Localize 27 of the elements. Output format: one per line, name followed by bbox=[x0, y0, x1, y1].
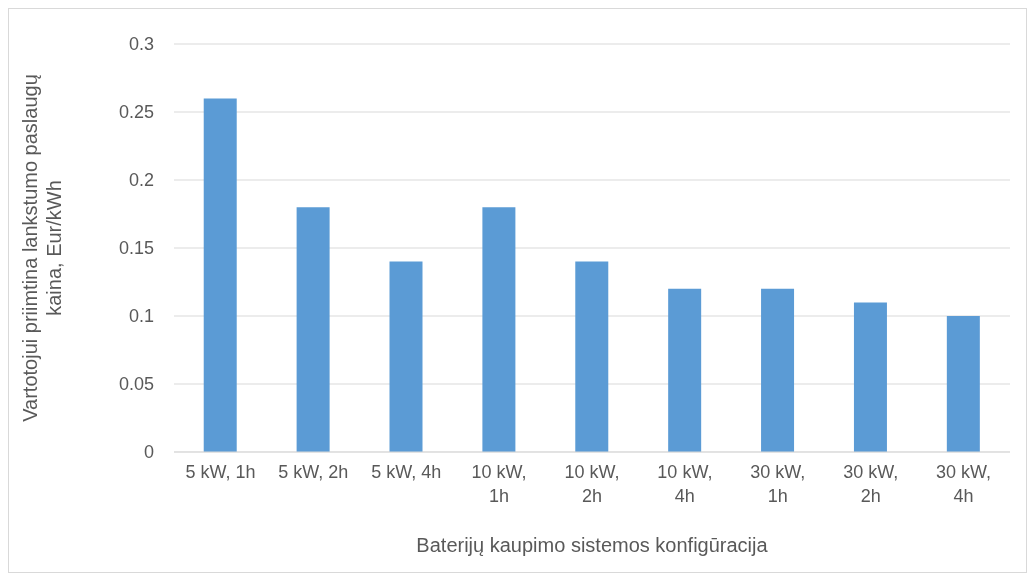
x-tick-label: 10 kW, 4h bbox=[657, 462, 713, 506]
bar bbox=[761, 288, 795, 452]
bar bbox=[668, 288, 702, 452]
x-tick-label: 10 kW, 2h bbox=[564, 462, 620, 506]
x-axis-title: Baterijų kaupimo sistemos konfigūracija bbox=[416, 534, 769, 556]
y-axis-title: Vartotojui priimtina lankstumo paslaugų kaina, Eur/kWh bbox=[19, 74, 65, 422]
y-tick-label: 0.05 bbox=[118, 374, 154, 395]
x-tick-label: 5 kW, 4h bbox=[371, 462, 442, 482]
bar bbox=[482, 207, 516, 452]
bar bbox=[575, 261, 609, 452]
x-tick-label: 30 kW, 1h bbox=[750, 462, 806, 506]
x-tick-label: 10 kW, 1h bbox=[471, 462, 527, 506]
bar bbox=[946, 316, 980, 452]
bar bbox=[296, 207, 330, 452]
bar bbox=[853, 302, 887, 452]
y-tick-label: 0.2 bbox=[128, 170, 154, 191]
bar bbox=[203, 98, 237, 452]
x-tick-label: 5 kW, 2h bbox=[278, 462, 349, 482]
x-tick-label: 5 kW, 1h bbox=[185, 462, 256, 482]
y-tick-label: 0.3 bbox=[128, 34, 154, 55]
y-tick-label: 0 bbox=[143, 442, 154, 463]
y-tick-label: 0.25 bbox=[118, 102, 154, 123]
bar bbox=[389, 261, 423, 452]
x-tick-label: 30 kW, 4h bbox=[936, 462, 992, 506]
y-tick-label: 0.1 bbox=[128, 306, 154, 327]
y-tick-label: 0.15 bbox=[118, 238, 154, 259]
x-tick-label: 30 kW, 2h bbox=[843, 462, 899, 506]
